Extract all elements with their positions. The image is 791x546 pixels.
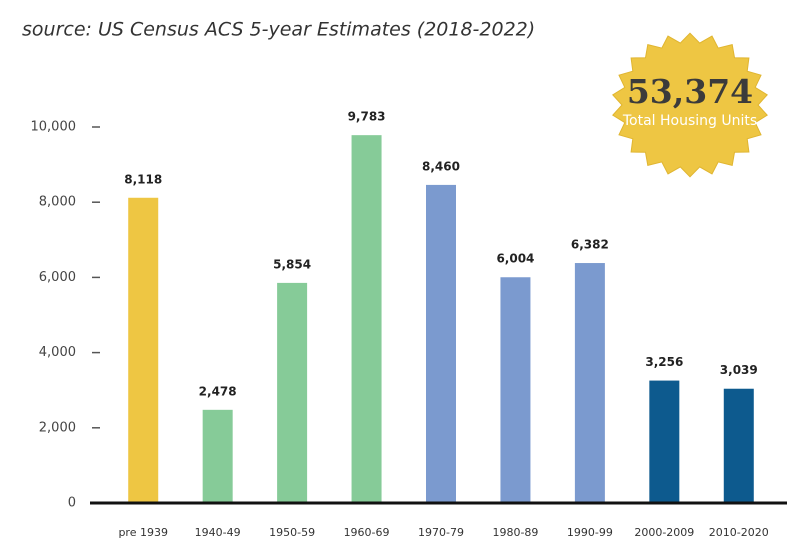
x-tick-label: pre 1939 bbox=[118, 526, 168, 539]
source-note: source: US Census ACS 5-year Estimates (… bbox=[22, 19, 535, 41]
x-tick-label: 1960-69 bbox=[344, 526, 390, 539]
x-tick-label: 2000-2009 bbox=[634, 526, 694, 539]
x-tick-label: 2010-2020 bbox=[709, 526, 769, 539]
badge: 53,374 Total Housing Units bbox=[612, 32, 768, 178]
bar bbox=[277, 282, 308, 503]
bar bbox=[649, 380, 680, 503]
bar bbox=[202, 409, 233, 503]
y-tick-label: 0 bbox=[68, 496, 76, 511]
y-tick-label: 2,000 bbox=[39, 420, 76, 435]
data-label: 3,256 bbox=[645, 355, 683, 369]
data-label: 8,460 bbox=[422, 159, 460, 173]
data-label: 2,478 bbox=[199, 384, 237, 398]
x-tick-label: 1970-79 bbox=[418, 526, 464, 539]
bar bbox=[723, 388, 754, 503]
bar bbox=[574, 263, 605, 503]
bar bbox=[500, 277, 531, 503]
x-tick-label: 1950-59 bbox=[269, 526, 315, 539]
data-label: 6,004 bbox=[496, 252, 534, 266]
badge-value: 53,374 bbox=[627, 72, 753, 111]
y-tick-label: 8,000 bbox=[39, 195, 76, 210]
x-tick-label: 1980-89 bbox=[492, 526, 538, 539]
x-tick-label: 1940-49 bbox=[195, 526, 241, 539]
data-label: 3,039 bbox=[720, 363, 758, 377]
data-label: 6,382 bbox=[571, 238, 609, 252]
y-tick-label: 10,000 bbox=[31, 120, 77, 135]
bar bbox=[351, 135, 382, 504]
x-tick-label: 1990-99 bbox=[567, 526, 613, 539]
y-tick-label: 6,000 bbox=[39, 270, 76, 285]
data-label: 9,783 bbox=[348, 110, 386, 124]
bar bbox=[426, 184, 456, 504]
data-label: 8,118 bbox=[124, 172, 162, 186]
y-tick-label: 4,000 bbox=[39, 345, 76, 360]
badge-star bbox=[612, 32, 768, 178]
data-label: 5,854 bbox=[273, 257, 311, 271]
bar bbox=[128, 197, 159, 504]
badge-label: Total Housing Units bbox=[622, 113, 757, 129]
